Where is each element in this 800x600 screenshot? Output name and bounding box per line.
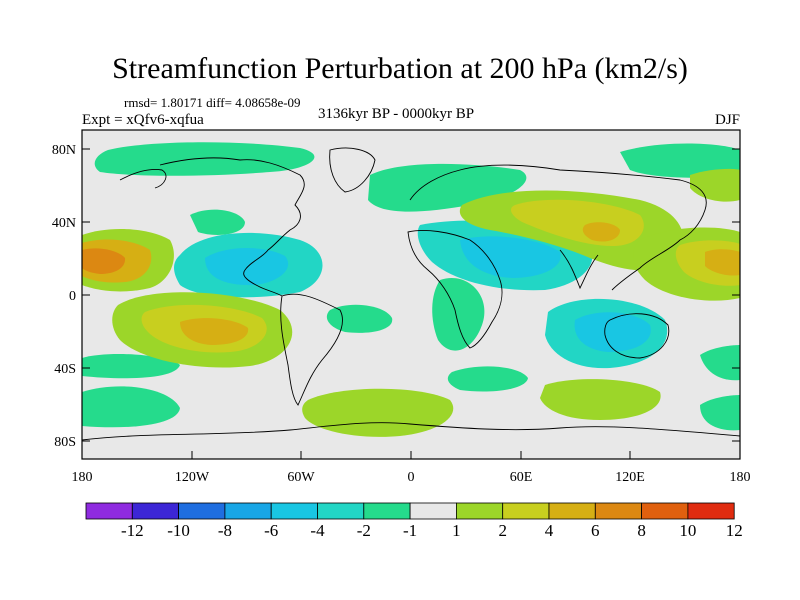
lon-label: 120E	[615, 470, 645, 485]
colorbar-label: -8	[218, 521, 232, 540]
blob-south-indian-high	[540, 379, 661, 420]
coast-europe-asia	[409, 164, 707, 291]
colorbar-cell	[548, 502, 596, 520]
coast-africa	[407, 230, 503, 349]
lat-tick-labels: 80N 40N 0 40S 80S	[52, 143, 76, 450]
colorbar-cell	[687, 502, 735, 520]
colorbar-label: -2	[357, 521, 371, 540]
colorbar-label: -4	[310, 521, 325, 540]
lat-label: 80S	[54, 435, 76, 450]
coast-australia	[604, 313, 670, 359]
contour-fields	[82, 142, 740, 437]
blob-southern-ocean-mid	[447, 366, 528, 392]
lat-label: 40N	[52, 216, 76, 231]
blob-south-pacific-inner	[180, 318, 249, 345]
experiment-label: Expt = xQfv6-xqfua	[82, 112, 204, 128]
lon-label: 180	[72, 470, 93, 485]
colorbar-label: -6	[264, 521, 278, 540]
coast-south-america	[280, 293, 343, 406]
colorbar-cell	[455, 502, 504, 520]
coast-antarctica	[82, 422, 740, 441]
lon-label: 180	[730, 470, 751, 485]
blob-southern-ocean-left	[82, 354, 180, 379]
lat-label: 80N	[52, 143, 76, 158]
period-label: 3136kyr BP - 0000kyr BP	[318, 106, 475, 122]
lat-label: 40S	[54, 362, 76, 377]
colorbar-label: -12	[121, 521, 144, 540]
blob-south-atlantic-west	[432, 278, 485, 351]
blob-dateline-core	[82, 248, 126, 274]
coast-india	[559, 249, 599, 290]
blob-southeast-green	[700, 345, 740, 381]
blob-atlantic-north-core	[460, 236, 561, 278]
colorbar-cell	[85, 502, 133, 520]
colorbar-cell	[641, 502, 689, 520]
colorbar-cell	[224, 502, 272, 520]
colorbar-label: 2	[498, 521, 507, 540]
lon-tick-labels: 180 120W 60W 0 60E 120E 180	[72, 470, 751, 485]
blob-aleutian-high	[690, 168, 740, 202]
lon-label: 60E	[510, 470, 533, 485]
rmsd-stats: rmsd= 1.80171 diff= 4.08658e-09	[124, 95, 301, 110]
colorbar-label: 8	[637, 521, 646, 540]
colorbar	[85, 502, 735, 520]
blob-arctic-east	[620, 143, 740, 178]
coastlines	[82, 147, 740, 441]
colorbar-cell	[178, 502, 226, 520]
colorbar-cell	[594, 502, 642, 520]
colorbar-label: 10	[679, 521, 696, 540]
colorbar-label: 6	[591, 521, 600, 540]
lon-label: 0	[408, 470, 415, 485]
lon-tick-marks	[81, 451, 741, 459]
colorbar-label: -10	[167, 521, 190, 540]
season-label: DJF	[714, 112, 740, 128]
chart-title: Streamfunction Perturbation at 200 hPa (…	[112, 52, 688, 85]
lon-label: 60W	[287, 470, 315, 485]
colorbar-label: 1	[452, 521, 461, 540]
blob-south-mid	[326, 304, 393, 333]
lon-label: 120W	[175, 470, 210, 485]
colorbar-cell	[363, 502, 411, 520]
coast-north-america	[159, 157, 305, 297]
colorbar-labels: -12 -10 -8 -6 -4 -2 -1 1 2 4 6 8 10 12	[121, 521, 743, 540]
blob-central-america-core	[205, 247, 289, 286]
blob-pacific-small	[190, 209, 245, 235]
blob-arctic-north	[94, 142, 315, 176]
colorbar-cell	[131, 502, 180, 520]
blob-pacific-east-inner	[705, 249, 740, 276]
blob-australia-core	[574, 312, 651, 352]
colorbar-label: 4	[545, 521, 554, 540]
colorbar-cell	[502, 502, 550, 520]
lat-label: 0	[69, 289, 76, 304]
colorbar-label: 12	[726, 521, 743, 540]
lat-tick-marks	[82, 148, 740, 442]
colorbar-cell	[270, 502, 318, 520]
blob-asia-inner	[582, 222, 620, 242]
coast-greenland	[329, 147, 376, 193]
colorbar-cell	[409, 502, 457, 520]
colorbar-label: -1	[403, 521, 417, 540]
blob-antarctic-right	[700, 395, 740, 431]
coast-alaska	[119, 169, 167, 189]
blob-antarctic-left	[82, 386, 180, 428]
colorbar-cell	[317, 502, 365, 520]
